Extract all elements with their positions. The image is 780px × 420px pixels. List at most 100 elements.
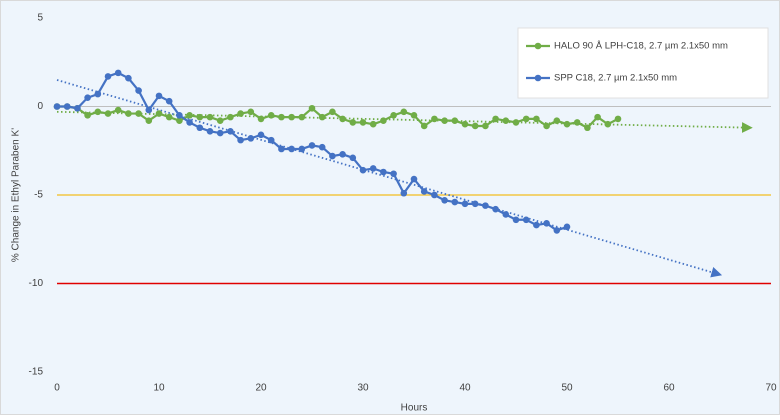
data-point bbox=[206, 113, 214, 121]
data-point bbox=[584, 124, 591, 132]
data-point bbox=[492, 115, 499, 123]
data-point bbox=[512, 119, 520, 126]
data-point bbox=[543, 220, 550, 227]
data-point bbox=[125, 74, 132, 82]
data-point bbox=[318, 113, 326, 121]
data-point bbox=[176, 112, 183, 119]
data-point bbox=[288, 145, 295, 153]
data-point bbox=[216, 129, 224, 137]
data-point bbox=[298, 145, 306, 153]
x-tick-label: 60 bbox=[663, 383, 675, 394]
data-point bbox=[380, 168, 387, 176]
data-point bbox=[237, 110, 244, 117]
x-tick-label: 40 bbox=[459, 383, 471, 394]
data-point bbox=[349, 154, 357, 162]
data-point bbox=[278, 113, 285, 121]
data-point bbox=[257, 115, 265, 123]
data-point bbox=[329, 152, 336, 160]
data-point bbox=[502, 211, 510, 218]
data-point bbox=[512, 216, 520, 224]
data-point bbox=[339, 115, 346, 123]
data-point bbox=[594, 113, 601, 121]
legend-label: SPP C18, 2.7 µm 2.1x50 mm bbox=[554, 73, 677, 84]
data-point bbox=[74, 104, 81, 112]
x-tick-label: 70 bbox=[765, 383, 777, 394]
data-point bbox=[308, 142, 316, 149]
data-point bbox=[553, 227, 561, 234]
data-point bbox=[114, 106, 122, 114]
legend-swatch-marker bbox=[534, 74, 542, 82]
data-point bbox=[400, 189, 408, 197]
data-point bbox=[165, 97, 173, 105]
data-point bbox=[227, 113, 234, 121]
legend-box bbox=[517, 27, 769, 99]
data-point bbox=[614, 115, 622, 123]
x-tick-label: 20 bbox=[255, 383, 267, 394]
data-point bbox=[471, 200, 479, 208]
data-point bbox=[53, 103, 61, 110]
data-point bbox=[400, 108, 408, 116]
data-point bbox=[390, 170, 397, 178]
data-point bbox=[206, 127, 214, 135]
data-point bbox=[339, 150, 346, 158]
data-point bbox=[573, 119, 581, 126]
data-point bbox=[196, 124, 204, 132]
data-point bbox=[553, 117, 561, 124]
x-tick-label: 50 bbox=[561, 383, 573, 394]
data-point bbox=[329, 108, 336, 116]
data-point bbox=[563, 120, 571, 128]
data-point bbox=[420, 122, 428, 130]
data-point bbox=[461, 200, 469, 208]
data-point bbox=[94, 90, 102, 98]
data-point bbox=[63, 103, 71, 110]
data-point bbox=[431, 191, 438, 199]
data-point bbox=[533, 221, 540, 229]
data-point bbox=[227, 127, 234, 135]
data-point bbox=[502, 117, 510, 124]
data-point bbox=[135, 87, 142, 94]
legend-label: HALO 90 Å LPH-C18, 2.7 µm 2.1x50 mm bbox=[554, 41, 728, 52]
data-point bbox=[482, 202, 489, 209]
x-tick-label: 0 bbox=[54, 383, 60, 394]
data-point bbox=[145, 106, 153, 114]
data-point bbox=[522, 115, 530, 123]
data-point bbox=[543, 122, 550, 130]
data-point bbox=[604, 120, 612, 128]
data-point bbox=[380, 117, 387, 124]
data-point bbox=[114, 69, 122, 77]
data-point bbox=[359, 166, 367, 174]
data-point bbox=[267, 112, 275, 119]
data-point bbox=[104, 110, 112, 117]
data-point bbox=[298, 113, 306, 121]
data-point bbox=[451, 117, 459, 124]
data-point bbox=[84, 112, 91, 119]
data-point bbox=[318, 143, 326, 151]
data-point bbox=[308, 104, 316, 112]
data-point bbox=[257, 131, 265, 139]
y-tick-label: 0 bbox=[37, 101, 43, 112]
data-point bbox=[533, 115, 540, 123]
data-point bbox=[369, 165, 377, 172]
data-point bbox=[349, 119, 357, 126]
data-point bbox=[410, 175, 418, 183]
data-point bbox=[196, 113, 204, 121]
data-point bbox=[359, 119, 367, 126]
data-point bbox=[176, 117, 183, 124]
y-axis-title: % Change in Ethyl Paraben K' bbox=[11, 128, 22, 262]
y-tick-label: -5 bbox=[34, 190, 43, 201]
x-tick-label: 10 bbox=[153, 383, 165, 394]
data-point bbox=[125, 110, 132, 117]
data-point bbox=[145, 117, 153, 124]
data-point bbox=[216, 117, 224, 124]
data-point bbox=[420, 188, 428, 195]
data-point bbox=[84, 94, 91, 101]
data-point bbox=[461, 120, 469, 128]
data-point bbox=[390, 112, 397, 119]
y-tick-label: -10 bbox=[29, 278, 44, 289]
legend-swatch-marker bbox=[534, 42, 542, 50]
data-point bbox=[278, 145, 285, 153]
data-point bbox=[431, 115, 438, 123]
data-point bbox=[155, 110, 163, 117]
